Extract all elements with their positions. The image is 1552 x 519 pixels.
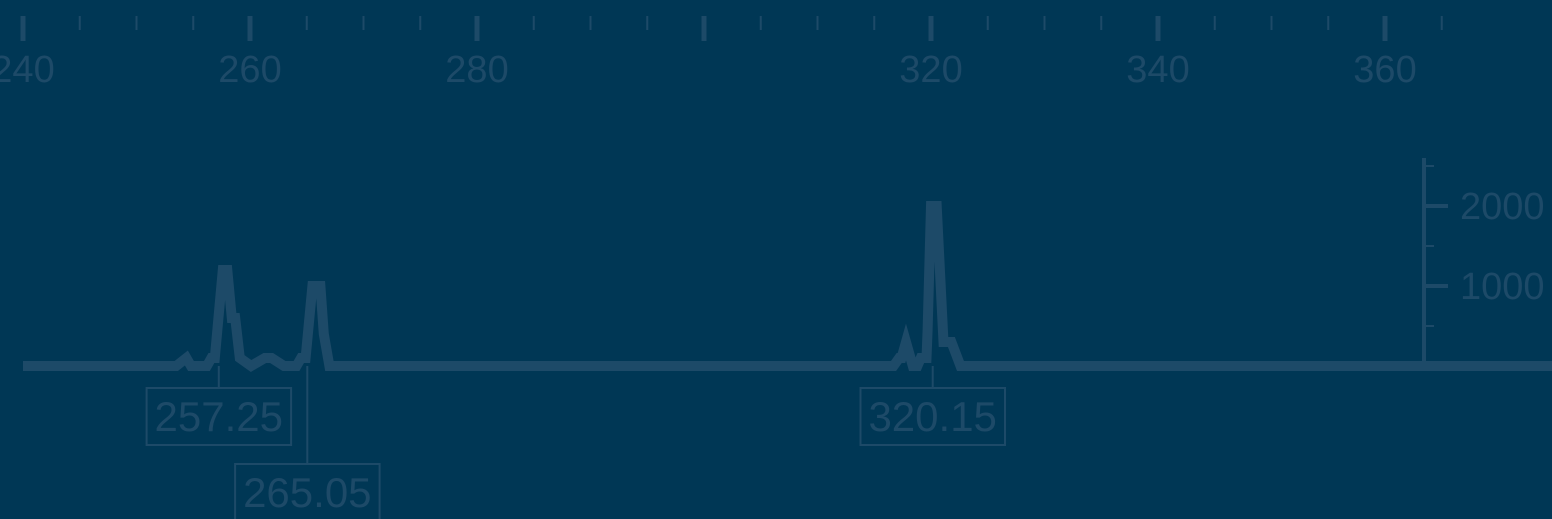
y-tick-label: 1000	[1460, 266, 1545, 308]
peak-label-320.15: 320.15	[859, 366, 1006, 446]
x-tick-label: 260	[218, 49, 281, 91]
x-tick-label: 280	[445, 49, 508, 91]
y-axis: 1000 2000	[1422, 158, 1545, 366]
peak-label-text: 257.25	[155, 393, 283, 440]
peak-label-text: 320.15	[868, 393, 996, 440]
peak-label-text: 265.05	[243, 469, 371, 516]
label-box	[234, 463, 381, 519]
peak-label-257.25: 257.25	[145, 366, 293, 446]
peak-label-265.05: 265.05	[234, 366, 381, 519]
x-tick-label: 240	[0, 49, 55, 91]
x-axis: 240 260 280 320 340 360	[0, 16, 1443, 91]
y-tick-label: 2000	[1460, 186, 1545, 228]
x-tick-label: 320	[899, 49, 962, 91]
label-box	[145, 387, 293, 446]
series-line-1	[23, 201, 1552, 372]
peak-labels: 257.25 265.05 320.15	[145, 366, 1006, 519]
series-group	[23, 201, 1552, 372]
x-tick-label: 360	[1353, 49, 1416, 91]
label-box	[859, 387, 1006, 446]
x-tick-label: 340	[1126, 49, 1189, 91]
